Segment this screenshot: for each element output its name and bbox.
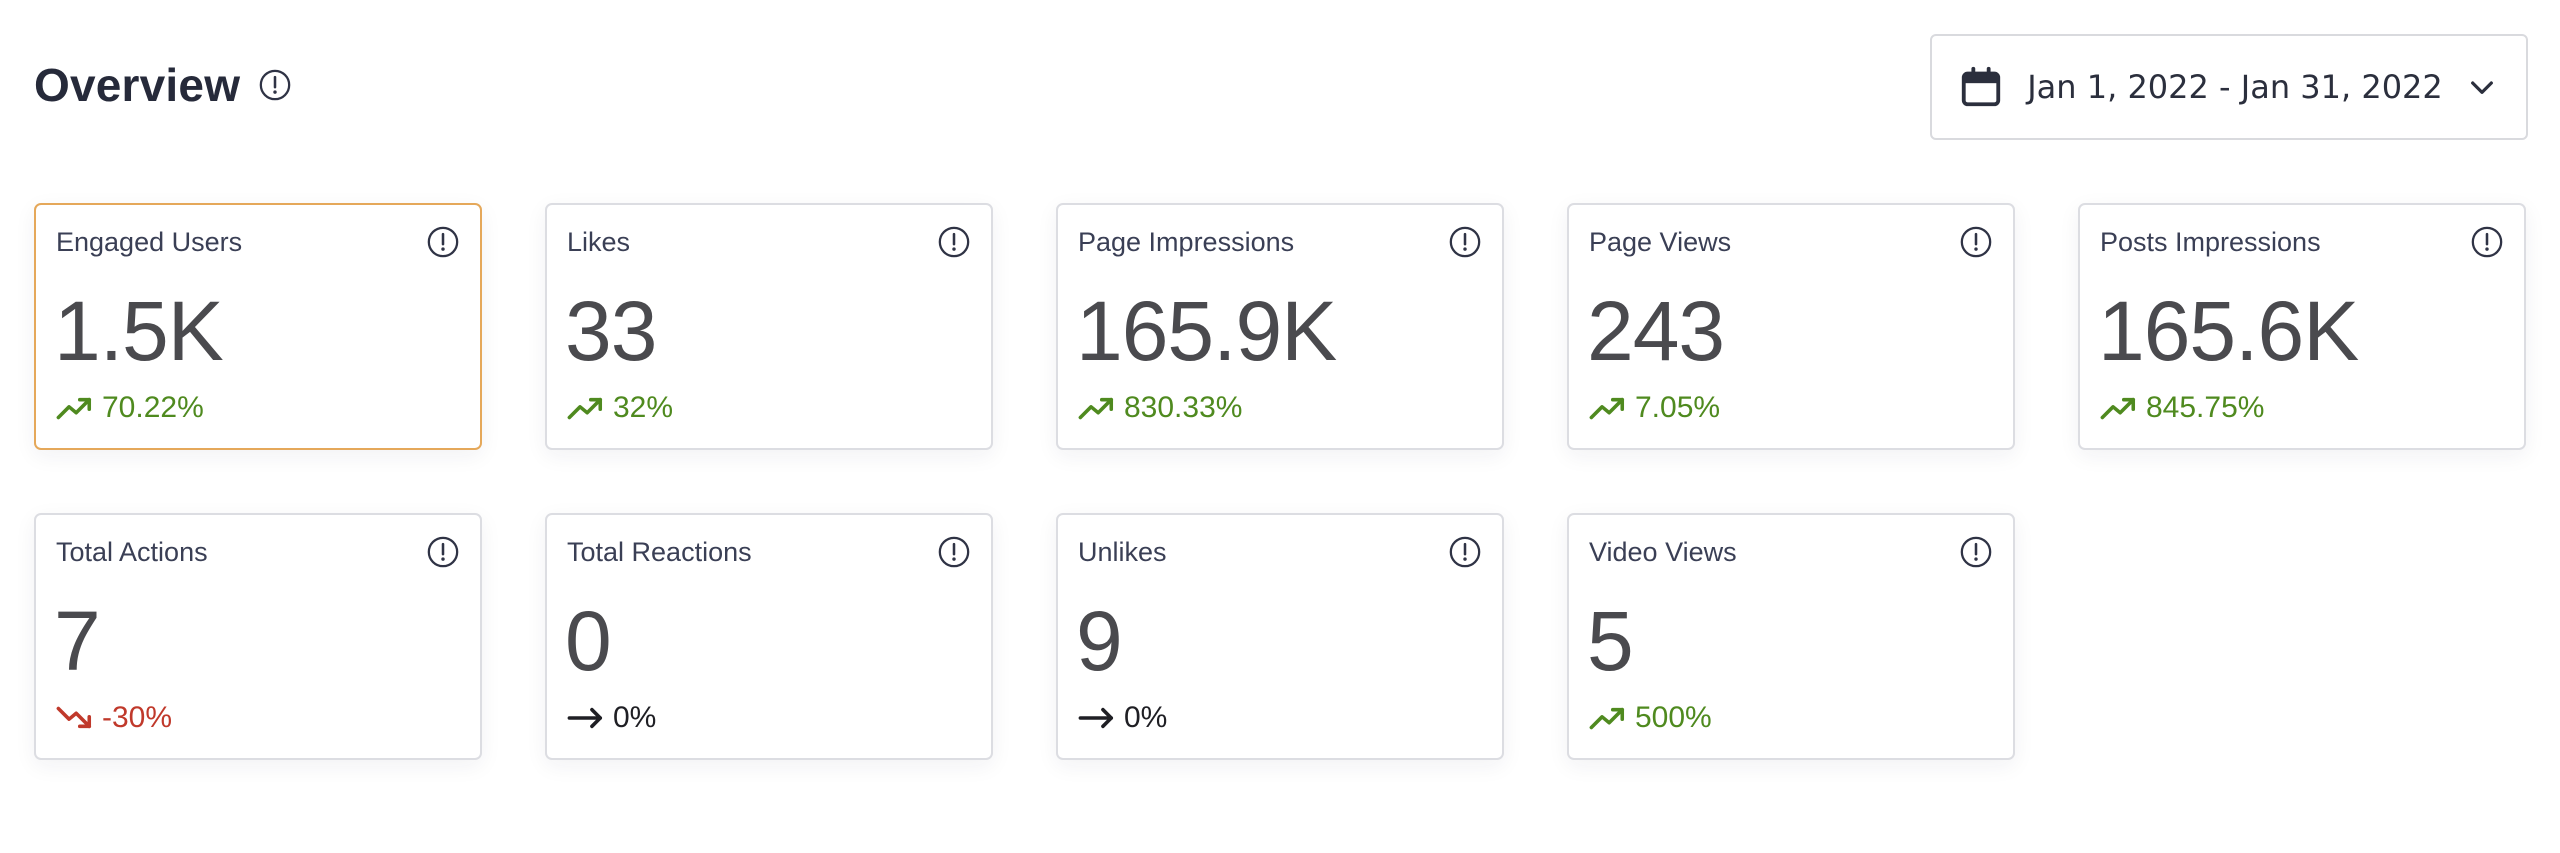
metric-label: Page Impressions: [1078, 227, 1295, 257]
page-header: Overview: [34, 58, 292, 112]
metric-card[interactable]: Unlikes 9 0%: [1056, 513, 1504, 760]
metric-value: 5: [1587, 594, 1634, 688]
metric-card[interactable]: Page Impressions 165.9K 830.33%: [1056, 203, 1504, 450]
info-icon[interactable]: [1959, 225, 1993, 259]
info-icon[interactable]: [258, 68, 292, 102]
metric-value: 33: [565, 284, 657, 378]
metric-change: 32%: [567, 391, 673, 425]
metric-card[interactable]: Page Views 243 7.05%: [1567, 203, 2015, 450]
arrow-right-icon: [567, 703, 605, 733]
metric-change: 0%: [1078, 701, 1167, 735]
metric-change: 830.33%: [1078, 391, 1242, 425]
metric-label: Total Reactions: [567, 537, 752, 567]
trending-up-icon: [1589, 703, 1627, 733]
date-range-text: Jan 1, 2022 - Jan 31, 2022: [2027, 68, 2443, 106]
date-range-picker[interactable]: Jan 1, 2022 - Jan 31, 2022: [1930, 34, 2528, 140]
metric-change-text: 0%: [613, 701, 657, 734]
metric-change-text: 70.22%: [102, 391, 204, 424]
metric-change-text: 7.05%: [1635, 391, 1721, 424]
metric-change: 845.75%: [2100, 391, 2264, 425]
trending-up-icon: [56, 393, 94, 423]
metric-card[interactable]: Likes 33 32%: [545, 203, 993, 450]
trending-up-icon: [567, 393, 605, 423]
metric-value: 7: [54, 594, 101, 688]
metric-value: 0: [565, 594, 612, 688]
metric-label: Posts Impressions: [2100, 227, 2321, 257]
info-icon[interactable]: [426, 535, 460, 569]
metric-change-text: 845.75%: [2146, 391, 2265, 424]
trending-up-icon: [1589, 393, 1627, 423]
metric-card[interactable]: Posts Impressions 165.6K 845.75%: [2078, 203, 2526, 450]
metric-change: 7.05%: [1589, 391, 1720, 425]
calendar-icon: [1958, 64, 2004, 110]
page-title: Overview: [34, 59, 241, 111]
metric-value: 165.6K: [2098, 284, 2359, 378]
info-icon[interactable]: [937, 225, 971, 259]
metric-change-text: 830.33%: [1124, 391, 1243, 424]
trending-down-icon: [56, 703, 94, 733]
metric-label: Unlikes: [1078, 537, 1167, 567]
metric-value: 243: [1587, 284, 1725, 378]
info-icon[interactable]: [937, 535, 971, 569]
metric-change: -30%: [56, 701, 172, 735]
metric-change: 0%: [567, 701, 656, 735]
metric-value: 165.9K: [1076, 284, 1337, 378]
metric-label: Likes: [567, 227, 631, 257]
trending-up-icon: [1078, 393, 1116, 423]
chevron-down-icon: [2466, 71, 2498, 103]
metric-value: 1.5K: [54, 284, 224, 378]
metric-card[interactable]: Total Actions 7 -30%: [34, 513, 482, 760]
info-icon[interactable]: [426, 225, 460, 259]
metric-change-text: 500%: [1635, 701, 1712, 734]
metric-card[interactable]: Engaged Users 1.5K 70.22%: [34, 203, 482, 450]
info-icon[interactable]: [2470, 225, 2504, 259]
metric-change-text: 0%: [1124, 701, 1168, 734]
info-icon[interactable]: [1448, 535, 1482, 569]
arrow-right-icon: [1078, 703, 1116, 733]
info-icon[interactable]: [1959, 535, 1993, 569]
metric-card[interactable]: Video Views 5 500%: [1567, 513, 2015, 760]
metric-label: Engaged Users: [56, 227, 243, 257]
metric-card[interactable]: Total Reactions 0 0%: [545, 513, 993, 760]
metric-change: 70.22%: [56, 391, 204, 425]
metric-card-grid: Engaged Users 1.5K 70.22% Likes 33 32% P…: [34, 203, 2526, 760]
trending-up-icon: [2100, 393, 2138, 423]
metric-value: 9: [1076, 594, 1123, 688]
metric-change-text: 32%: [613, 391, 674, 424]
metric-label: Total Actions: [56, 537, 208, 567]
metric-label: Page Views: [1589, 227, 1732, 257]
info-icon[interactable]: [1448, 225, 1482, 259]
metric-change-text: -30%: [102, 701, 173, 734]
metric-label: Video Views: [1589, 537, 1737, 567]
metric-change: 500%: [1589, 701, 1712, 735]
